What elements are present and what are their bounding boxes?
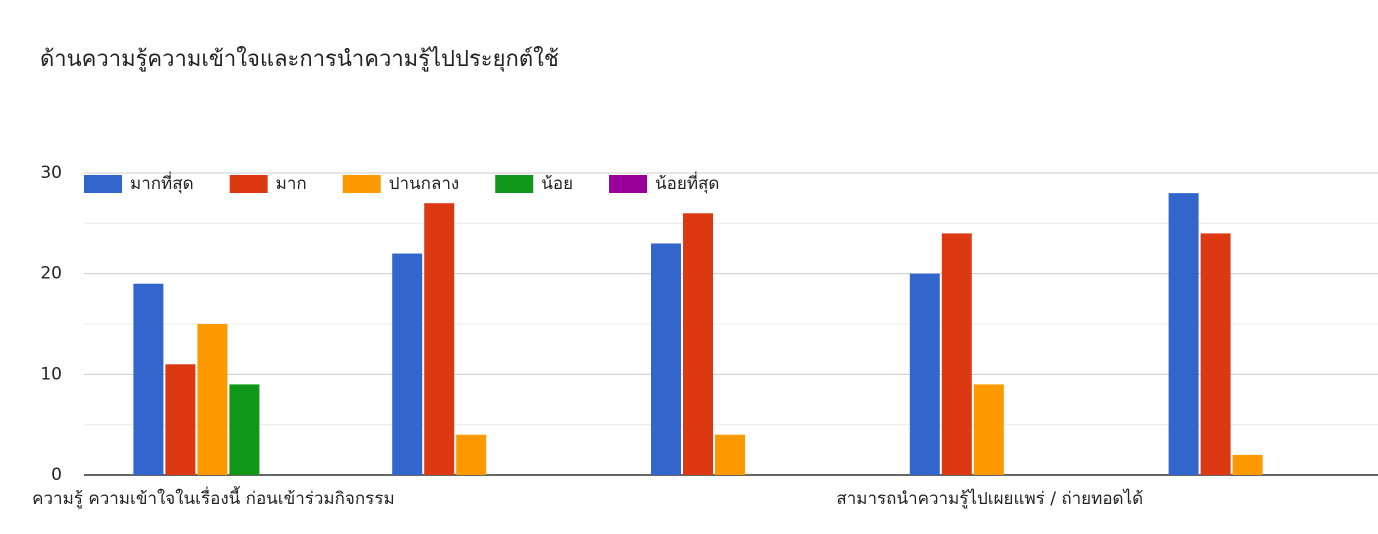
- chart-title: ด้านความรู้ความเข้าใจและการนำความรู้ไปปร…: [40, 46, 559, 72]
- bar: [941, 233, 972, 475]
- bar: [229, 384, 260, 475]
- bar: [1200, 233, 1231, 475]
- bar: [715, 434, 745, 475]
- y-tick-label: 0: [51, 465, 62, 485]
- bar: [165, 364, 196, 475]
- x-tick-label: สามารถนำความรู้ไปเผยแพร่ / ถ่ายทอดได้: [836, 488, 1143, 509]
- y-tick-label: 30: [40, 163, 62, 183]
- bar: [456, 434, 487, 475]
- bar: [683, 213, 713, 475]
- legend-label: มากที่สุด: [130, 171, 194, 194]
- legend-swatch: [342, 175, 381, 193]
- bar: [1232, 454, 1263, 475]
- legend-swatch: [495, 175, 534, 193]
- y-tick-label: 10: [40, 364, 62, 384]
- legend-swatch: [229, 175, 268, 193]
- bar: [1168, 193, 1199, 475]
- legend-label: น้อยที่สุด: [655, 171, 719, 194]
- legend-label: มาก: [276, 174, 307, 194]
- bar: [197, 324, 228, 475]
- bar: [424, 203, 455, 475]
- bar: [973, 384, 1004, 475]
- legend-swatch: [609, 175, 648, 193]
- x-tick-label: ความรู้ ความเข้าใจในเรื่องนี้ ก่อนเข้าร่…: [32, 486, 395, 509]
- legend-swatch: [84, 175, 122, 193]
- bar: [133, 283, 164, 475]
- legend-label: ปานกลาง: [389, 174, 460, 194]
- bar: [651, 243, 681, 475]
- bar: [392, 253, 423, 475]
- legend-label: น้อย: [541, 174, 573, 194]
- bar: [909, 273, 940, 475]
- y-tick-label: 20: [40, 264, 62, 284]
